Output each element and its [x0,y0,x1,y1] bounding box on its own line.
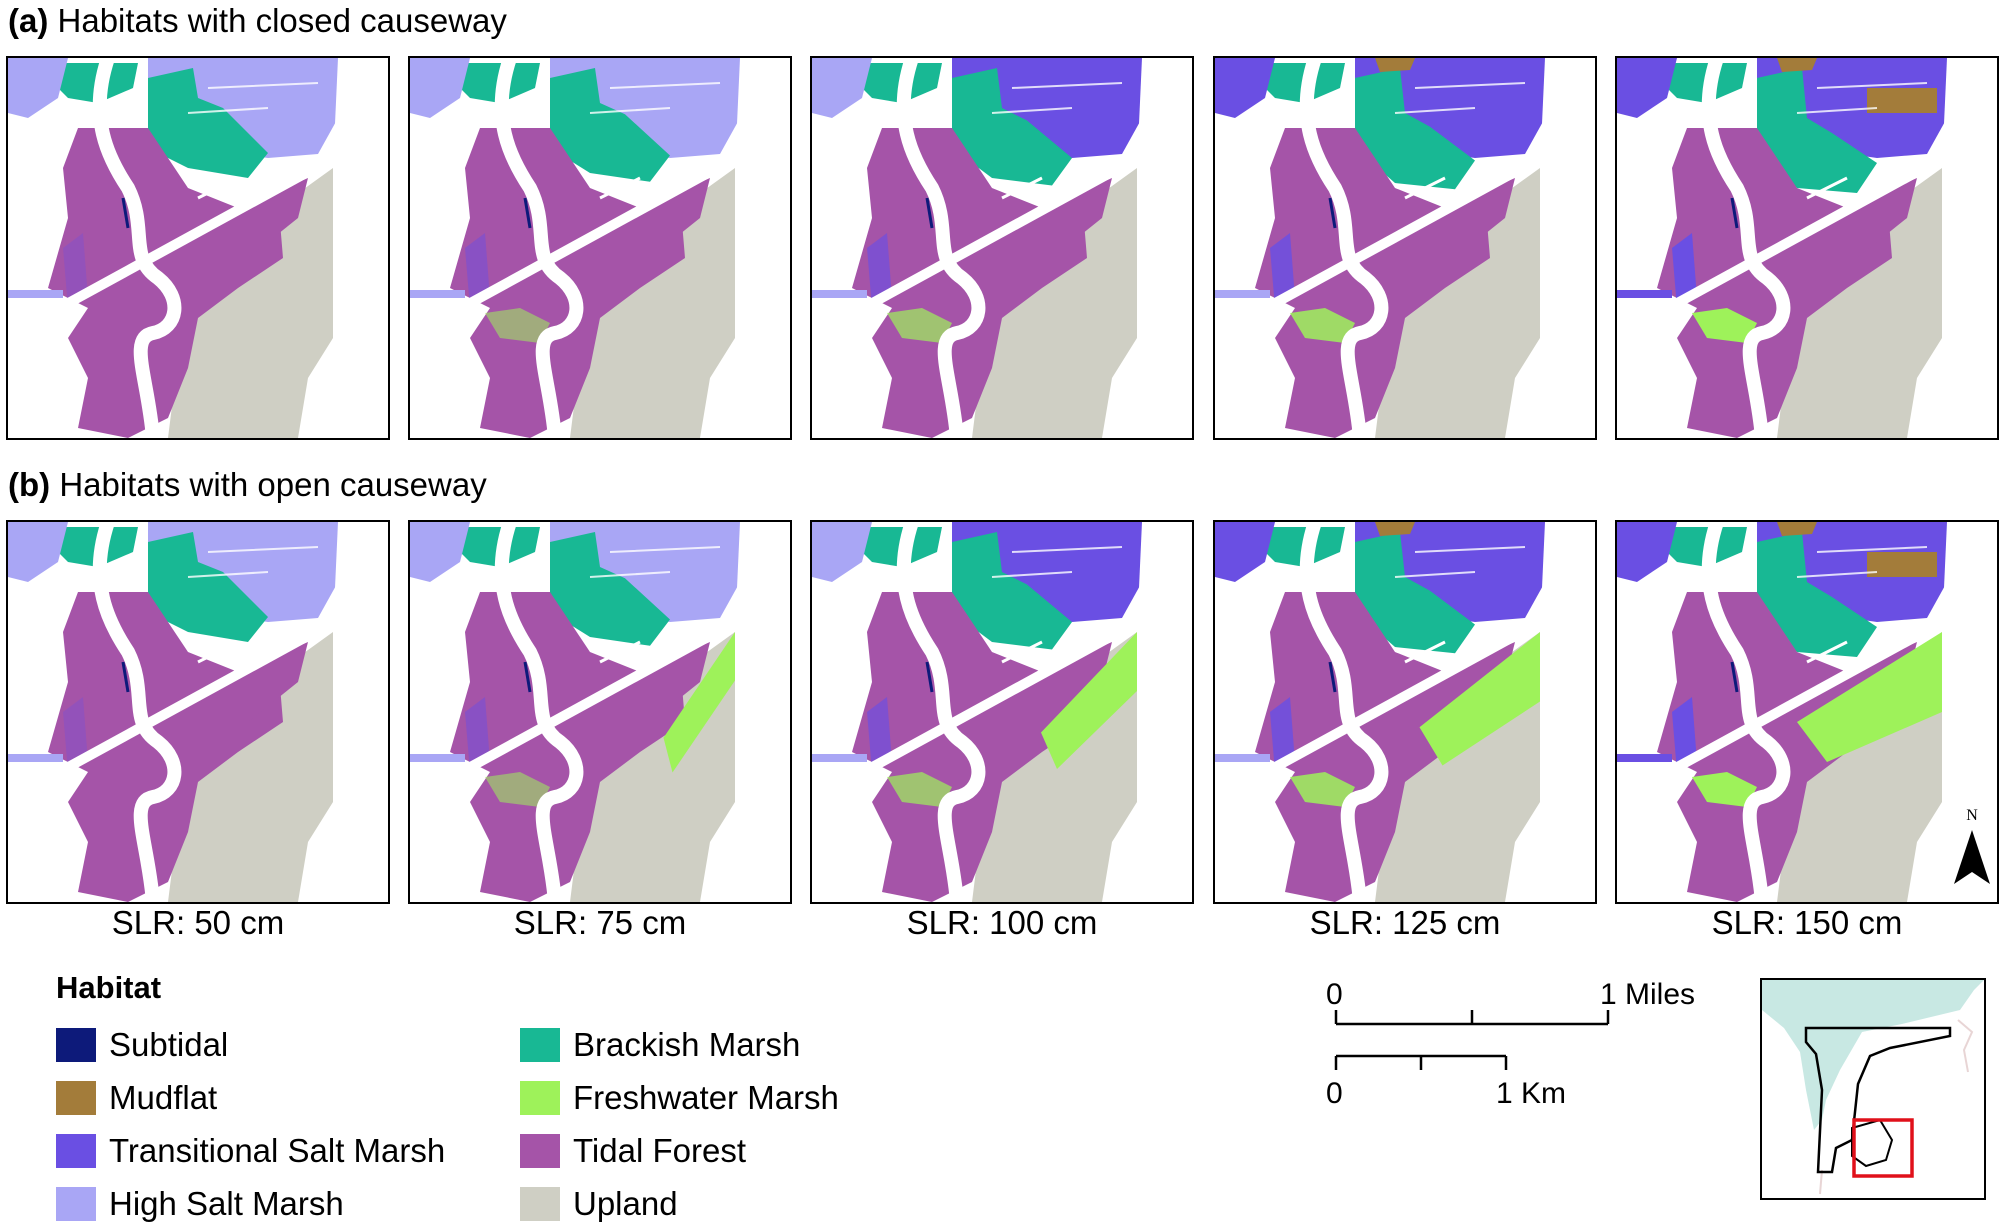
north-arrow-icon: N [1950,804,1994,886]
row-title-open-causeway: (b) Habitats with open causeway [8,466,487,504]
legend-swatch [56,1028,96,1062]
legend-item-brackish-marsh: Brackish Marsh [520,1025,800,1065]
scale-bar-graphic [1334,1010,1610,1070]
legend-item-high-salt-marsh: High Salt Marsh [56,1184,344,1224]
scale-km-zero: 0 [1326,1077,1343,1110]
slr-label-50: SLR: 50 cm [111,904,285,941]
inset-study-area [1804,1026,1952,1174]
legend-label: Upland [573,1185,678,1222]
legend-label: Tidal Forest [573,1132,746,1169]
habitat-map-a-slr-50 [6,56,390,440]
legend-label: Subtidal [109,1026,229,1063]
row-tag: (b) [8,466,51,503]
inset-sub-area [1851,1118,1894,1168]
north-arrow-label: N [1966,807,1978,824]
habitat-map-a-slr-75 [408,56,792,440]
habitat-map-b-slr-75 [408,520,792,904]
habitat-map-a-slr-125 [1213,56,1597,440]
scale-km-end: 1 Km [1496,1077,1567,1110]
legend-swatch [520,1081,560,1115]
legend-swatch [520,1028,560,1062]
inset-water [1762,980,1984,1130]
slr-label-75: SLR: 75 cm [513,904,687,941]
legend-item-mudflat: Mudflat [56,1078,217,1118]
legend-label: Brackish Marsh [573,1026,801,1063]
scale-bar: 0 1 Miles 0 1 Km [1296,978,1716,1120]
scale-miles-zero: 0 [1326,978,1343,1011]
legend-item-freshwater-marsh: Freshwater Marsh [520,1078,839,1118]
legend-label: Mudflat [109,1079,218,1116]
habitat-map-b-slr-50 [6,520,390,904]
row-title-closed-causeway: (a) Habitats with closed causeway [8,2,507,40]
inset-highlight-box [1852,1118,1914,1178]
row-title-text: Habitats with open causeway [59,466,487,503]
legend-title: Habitat [56,970,162,1005]
row-title-text: Habitats with closed causeway [57,2,507,39]
slr-label-125: SLR: 125 cm [1309,904,1501,941]
legend-swatch [56,1134,96,1168]
legend-item-tidal-forest: Tidal Forest [520,1131,746,1171]
legend-label: High Salt Marsh [109,1185,344,1222]
scale-miles-end: 1 Miles [1600,978,1696,1011]
legend-swatch [56,1187,96,1221]
row-tag: (a) [8,2,49,39]
legend-item-transitional-salt-marsh: Transitional Salt Marsh [56,1131,445,1171]
habitat-map-a-slr-150 [1615,56,1999,440]
legend-label: Freshwater Marsh [573,1079,839,1116]
legend-swatch [56,1081,96,1115]
legend-item-upland: Upland [520,1184,678,1224]
legend-label: Transitional Salt Marsh [109,1132,446,1169]
slr-label-100: SLR: 100 cm [906,904,1098,941]
legend-swatch [520,1187,560,1221]
locator-inset-map [1760,978,1986,1200]
habitat-map-b-slr-100 [810,520,1194,904]
habitat-map-b-slr-150 [1615,520,1999,904]
habitat-map-b-slr-125 [1213,520,1597,904]
habitat-map-a-slr-100 [810,56,1194,440]
legend-item-subtidal: Subtidal [56,1025,228,1065]
slr-label-150: SLR: 150 cm [1711,904,1903,941]
legend-swatch [520,1134,560,1168]
